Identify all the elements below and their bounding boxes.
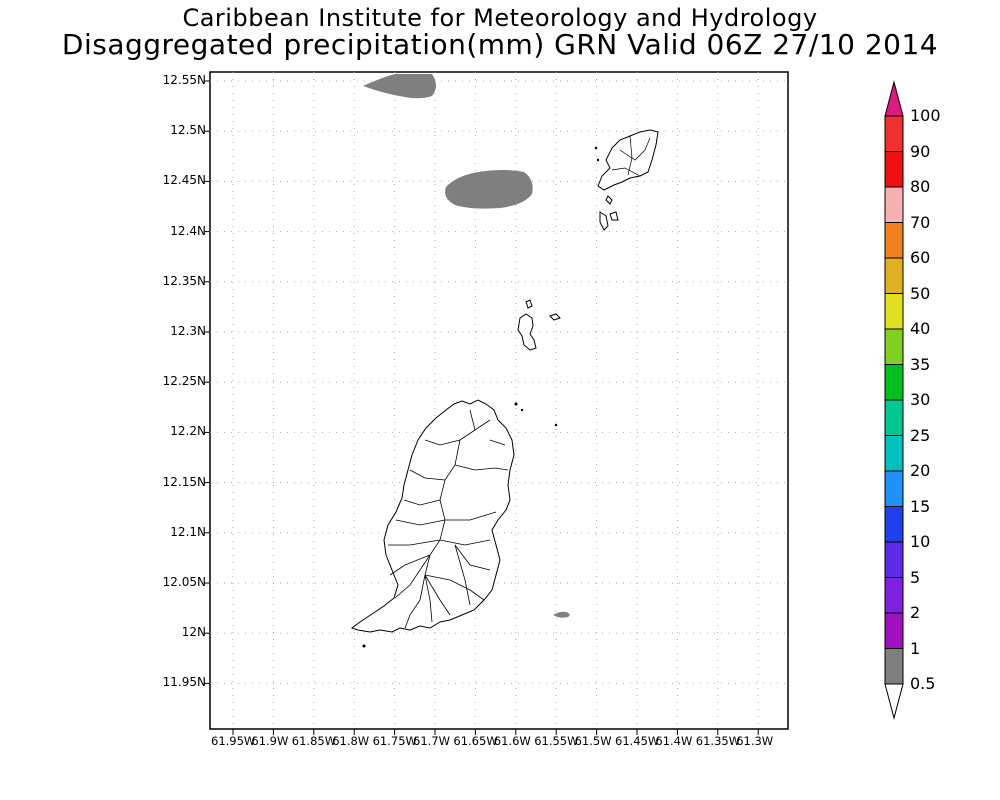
legend-swatch [884, 541, 904, 578]
legend-swatch [884, 115, 904, 152]
lat-label: 12.35N [162, 273, 206, 288]
legend-swatch [884, 435, 904, 472]
legend-swatch [884, 293, 904, 330]
lat-label: 12.3N [170, 324, 206, 338]
legend-label: 35 [910, 354, 931, 374]
legend-swatch [884, 364, 904, 401]
legend-label: 80 [910, 177, 931, 196]
precip-area-north [363, 74, 436, 99]
lon-label: 61.8W [332, 734, 370, 748]
legend-swatch [884, 328, 904, 365]
legend-label: 60 [910, 248, 931, 267]
lon-label: 61.55W [534, 734, 579, 748]
lon-label: 61.45W [615, 734, 660, 748]
legend-label: 30 [910, 390, 931, 409]
lon-label: 61.95W [211, 734, 256, 748]
legend-label: 90 [910, 141, 931, 161]
lat-label: 12.05N [162, 575, 206, 589]
legend-swatch [884, 257, 904, 294]
lon-label: 61.9W [251, 734, 289, 748]
legend-swatch [884, 506, 904, 543]
precip-area-south [553, 611, 570, 618]
lon-label: 61.3W [736, 734, 774, 748]
axis-ticks [204, 80, 759, 735]
northeast-internal-lines [611, 135, 651, 177]
legend-label: 15 [910, 496, 931, 516]
lon-label: 61.6W [493, 734, 531, 748]
lon-label: 61.75W [372, 734, 417, 748]
legend-swatch [884, 577, 904, 614]
legend-swatch [884, 151, 904, 188]
map-subtitle: Disaggregated precipitation(mm) GRN Vali… [61, 28, 939, 61]
legend-label: 0.5 [910, 674, 936, 693]
legend-swatch [884, 186, 904, 223]
lon-label: 61.35W [695, 734, 741, 748]
legend-label: 25 [910, 425, 931, 445]
lat-label: 11.95N [162, 675, 206, 690]
legend-label: 5 [910, 567, 921, 587]
color-legend [884, 80, 904, 720]
legend-min-arrow [884, 683, 904, 720]
legend-swatch [884, 648, 904, 685]
carriacou-islands [517, 299, 561, 351]
legend-label: 100 [910, 106, 941, 125]
legend-label: 20 [910, 461, 931, 480]
lat-label: 12.2N [170, 424, 206, 439]
watershed-lines [388, 409, 509, 629]
lat-label: 12.15N [162, 474, 206, 489]
lat-label: 12.4N [170, 223, 206, 238]
lat-label: 12.5N [170, 123, 206, 138]
lat-label: 12.1N [170, 524, 206, 539]
legend-swatch [884, 222, 904, 259]
lon-label: 61.65W [453, 734, 498, 748]
legend-label: 2 [910, 603, 921, 622]
precip-area-central [445, 170, 533, 209]
legend-max-arrow [884, 80, 904, 117]
lon-label: 61.7W [413, 734, 450, 748]
legend-label: 10 [910, 532, 931, 551]
lat-label: 12N [181, 625, 206, 640]
lon-label: 61.5W [574, 734, 612, 748]
lon-label: 61.4W [655, 734, 693, 748]
lat-label: 12.55N [162, 73, 206, 87]
legend-swatch [884, 612, 904, 649]
grenada-island [350, 399, 515, 633]
lon-label: 61.85W [291, 734, 337, 748]
map-title: Caribbean Institute for Meteorology and … [182, 4, 818, 32]
lat-label: 12.25N [162, 374, 206, 389]
legend-swatch [884, 470, 904, 507]
legend-label: 50 [910, 283, 931, 303]
legend-label: 70 [910, 212, 931, 232]
legend-label: 1 [910, 638, 921, 658]
legend-swatch [884, 399, 904, 436]
legend-label: 40 [910, 319, 931, 338]
lat-label: 12.45N [162, 173, 206, 188]
islets [362, 146, 600, 648]
